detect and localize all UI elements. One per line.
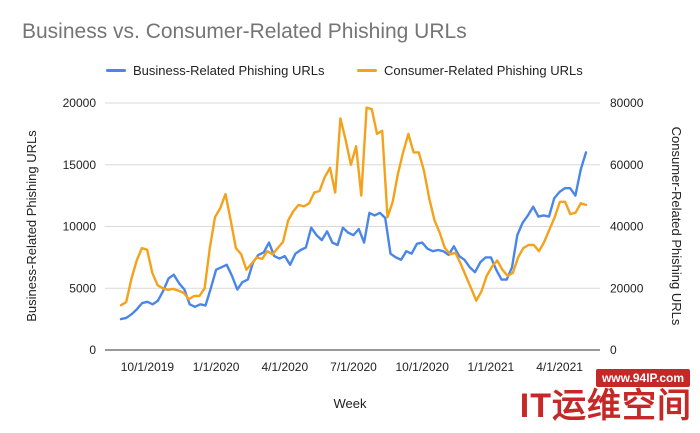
legend-item-consumer: Consumer-Related Phishing URLs bbox=[357, 63, 583, 78]
legend-swatch-consumer bbox=[357, 69, 377, 72]
right-tick-label: 60000 bbox=[610, 158, 644, 172]
x-axis: 10/1/2019 1/1/2020 4/1/2020 7/1/2020 10/1/20… bbox=[121, 360, 584, 374]
right-tick-label: 20000 bbox=[610, 281, 644, 295]
right-y-axis: 0 20000 40000 60000 80000 bbox=[610, 96, 644, 357]
watermark-brand: IT运维空间 bbox=[519, 387, 692, 425]
right-tick-label: 80000 bbox=[610, 96, 644, 110]
left-y-axis: 0 5000 10000 15000 20000 bbox=[63, 96, 97, 357]
legend-label-consumer: Consumer-Related Phishing URLs bbox=[384, 63, 583, 78]
x-tick-label: 7/1/2020 bbox=[330, 360, 377, 374]
x-tick-label: 10/1/2019 bbox=[121, 360, 175, 374]
x-tick-label: 10/1/2020 bbox=[395, 360, 449, 374]
right-tick-label: 40000 bbox=[610, 220, 644, 234]
left-tick-label: 20000 bbox=[63, 96, 97, 110]
x-tick-label: 4/1/2020 bbox=[261, 360, 308, 374]
x-tick-label: 4/1/2021 bbox=[536, 360, 583, 374]
legend-item-business: Business-Related Phishing URLs bbox=[106, 63, 324, 78]
x-tick-label: 1/1/2021 bbox=[468, 360, 515, 374]
legend: Business-Related Phishing URLs Consumer-… bbox=[0, 63, 700, 83]
x-tick-label: 1/1/2020 bbox=[193, 360, 240, 374]
series-line-consumer bbox=[119, 106, 588, 307]
series-layer bbox=[119, 106, 588, 321]
right-tick-label: 0 bbox=[610, 343, 617, 357]
left-axis-label: Business-Related Phishing URLs bbox=[24, 130, 39, 322]
x-axis-label: Week bbox=[334, 396, 367, 411]
series-line-business bbox=[119, 151, 588, 321]
watermark-url: www.94IP.com bbox=[595, 369, 690, 387]
legend-label-business: Business-Related Phishing URLs bbox=[133, 63, 325, 78]
legend-swatch-business bbox=[106, 69, 126, 72]
right-axis-label: Consumer-Related Phishing URLs bbox=[669, 127, 684, 326]
left-tick-label: 15000 bbox=[63, 158, 97, 172]
left-tick-label: 0 bbox=[89, 343, 96, 357]
left-tick-label: 10000 bbox=[63, 220, 97, 234]
left-tick-label: 5000 bbox=[69, 281, 96, 295]
gridlines bbox=[105, 102, 600, 351]
chart-title: Business vs. Consumer-Related Phishing U… bbox=[22, 20, 467, 43]
